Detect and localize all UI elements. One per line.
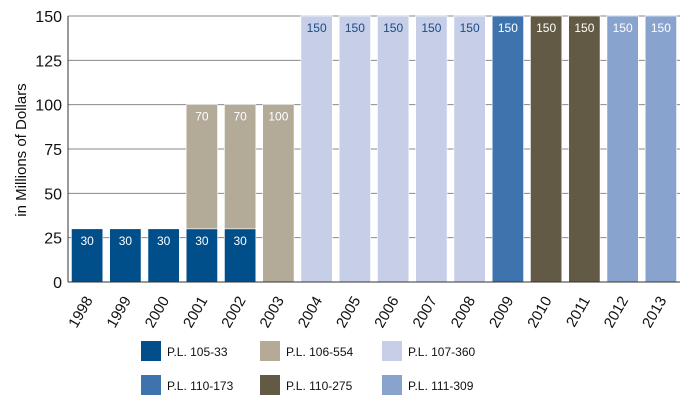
- data-label: 150: [307, 21, 327, 35]
- legend-item: P.L. 110-275: [260, 375, 353, 395]
- y-axis-label: in Millions of Dollars: [13, 83, 30, 216]
- x-tick-label: 2005: [333, 294, 364, 331]
- x-tick-labels: 1998 1999 2000 2001 2002 2003 2004 2005 2006 2007…: [65, 294, 670, 331]
- bar-segment: [491, 15, 524, 283]
- data-label: 70: [195, 110, 209, 124]
- bar-segment: [530, 15, 563, 283]
- y-tick-label: 100: [35, 98, 62, 115]
- y-tick-label: 125: [35, 53, 62, 70]
- bar-segment: [606, 15, 639, 283]
- x-tick-label: 2002: [218, 294, 249, 331]
- bar-segment: [453, 15, 486, 283]
- legend-label: P.L. 105-33: [167, 345, 228, 359]
- legend-label: P.L. 111-309: [408, 379, 474, 393]
- data-label: 100: [268, 110, 288, 124]
- legend-swatch: [260, 341, 280, 361]
- legend-swatch: [382, 375, 402, 395]
- legend-item: P.L. 106-554: [260, 341, 353, 361]
- data-label: 150: [421, 21, 441, 35]
- x-tick-label: 2007: [409, 294, 440, 331]
- legend-label: P.L. 110-275: [286, 379, 353, 393]
- data-label: 150: [383, 21, 403, 35]
- legend-swatch: [141, 375, 161, 395]
- legend: P.L. 105-33 P.L. 106-554 P.L. 107-360 P.L. …: [141, 341, 475, 395]
- x-tick-label: 2003: [256, 294, 287, 331]
- bar-segment: [338, 15, 371, 283]
- bar-segment: [415, 15, 448, 283]
- legend-item: P.L. 105-33: [141, 341, 228, 361]
- y-tick-label: 75: [44, 142, 62, 159]
- y-tick-label: 25: [44, 231, 62, 248]
- data-label: 30: [195, 234, 209, 248]
- y-tick-labels: 0 25 50 75 100 125 150: [35, 9, 62, 292]
- data-label: 70: [233, 110, 247, 124]
- data-label: 150: [574, 21, 594, 35]
- legend-swatch: [382, 341, 402, 361]
- x-tick-label: 1999: [103, 294, 134, 331]
- bar-segment: [377, 15, 410, 283]
- x-tick-label: 2001: [180, 294, 211, 331]
- data-label: 30: [119, 234, 133, 248]
- axes: [67, 16, 680, 283]
- data-label: 30: [157, 234, 171, 248]
- bar-segment: [568, 15, 601, 283]
- y-tick-label: 0: [53, 275, 62, 292]
- bar-segment: [300, 15, 333, 283]
- data-label: 150: [613, 21, 633, 35]
- bar-segment: [185, 104, 218, 230]
- x-tick-label: 1998: [65, 294, 96, 331]
- data-label: 150: [536, 21, 556, 35]
- legend-item: P.L. 111-309: [382, 375, 474, 395]
- legend-item: P.L. 110-173: [141, 375, 234, 395]
- data-label: 150: [345, 21, 365, 35]
- legend-swatch: [260, 375, 280, 395]
- x-tick-label: 2004: [295, 294, 326, 331]
- x-tick-label: 2008: [448, 294, 479, 331]
- data-label: 150: [498, 21, 518, 35]
- x-tick-label: 2011: [563, 294, 594, 330]
- x-tick-label: 2009: [486, 294, 517, 331]
- data-label: 150: [651, 21, 671, 35]
- bars: 30 30 30 30 70 30 70 100 150 150 150 150 150 150 150 15…: [71, 15, 677, 283]
- data-label: 30: [80, 234, 94, 248]
- legend-swatch: [141, 341, 161, 361]
- legend-item: P.L. 107-360: [382, 341, 475, 361]
- x-tick-label: 2000: [142, 294, 173, 331]
- legend-label: P.L. 107-360: [408, 345, 475, 359]
- bar-segment: [644, 15, 677, 283]
- x-tick-label: 2013: [639, 294, 670, 331]
- data-label: 150: [460, 21, 480, 35]
- bar-segment: [147, 228, 180, 283]
- y-tick-label: 150: [35, 9, 62, 26]
- bar-segment: [109, 228, 142, 283]
- x-tick-label: 2012: [601, 294, 632, 331]
- bar-segment: [224, 104, 257, 230]
- bar-segment: [262, 104, 295, 283]
- data-label: 30: [233, 234, 247, 248]
- legend-label: P.L. 110-173: [167, 379, 234, 393]
- x-tick-label: 2010: [524, 294, 555, 331]
- x-tick-label: 2006: [371, 294, 402, 331]
- legend-label: P.L. 106-554: [286, 345, 353, 359]
- y-tick-label: 50: [44, 186, 62, 203]
